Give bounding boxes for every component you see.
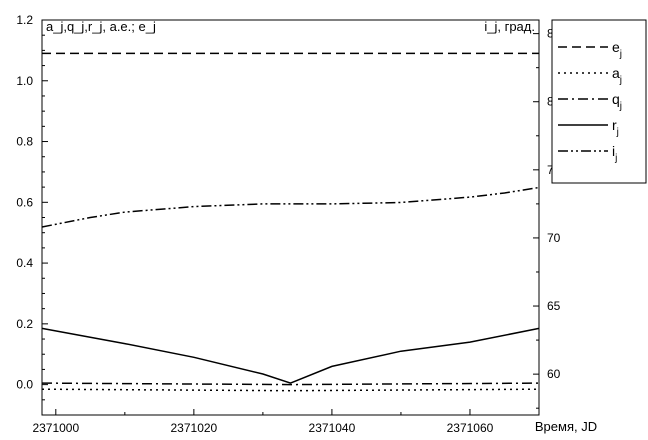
- y-left-tick-label: 1.2: [16, 13, 33, 27]
- plot-frame: [41, 19, 540, 416]
- y-right-tick-label: 70: [547, 231, 561, 245]
- axis-ticks: 2371000 2371020 2371040 2371060 0.0 0.2 0.4 0.6…: [16, 13, 560, 435]
- x-tick-label: 2371000: [32, 421, 79, 435]
- y-left-tick-label: 1.0: [16, 74, 33, 88]
- y-left-tick-label: 0.6: [16, 195, 33, 209]
- y-left-axis-label: a_j,q_j,r_j, a.e.; e_j: [46, 19, 156, 34]
- x-tick-label: 2371060: [447, 421, 494, 435]
- y-left-tick-label: 0.4: [16, 256, 33, 270]
- legend-label: aj: [612, 65, 622, 86]
- y-right-tick-label: 60: [547, 367, 561, 381]
- y-right-tick-label: 65: [547, 299, 561, 313]
- series-line-q-j: [41, 382, 540, 386]
- x-axis-label: Время, JD: [535, 419, 597, 434]
- y-left-tick-label: 0.2: [16, 317, 33, 331]
- y-right-axis-label: i_j, град.: [484, 19, 535, 34]
- legend-label: rj: [612, 117, 619, 138]
- legend-label: ij: [612, 143, 617, 164]
- x-tick-label: 2371020: [171, 421, 218, 435]
- y-left-tick-label: 0.8: [16, 135, 33, 149]
- legend-box: [551, 19, 647, 184]
- series-lines: [41, 52, 540, 392]
- x-tick-label: 2371040: [309, 421, 356, 435]
- y-left-tick-label: 0.0: [16, 378, 33, 392]
- series-line-a-j: [41, 388, 540, 392]
- legend: ej aj qj rj ij: [558, 39, 622, 164]
- series-line-r-j: [41, 327, 540, 384]
- legend-label: ej: [612, 39, 622, 60]
- series-line-i-j: [41, 186, 540, 228]
- legend-label: qj: [612, 91, 622, 112]
